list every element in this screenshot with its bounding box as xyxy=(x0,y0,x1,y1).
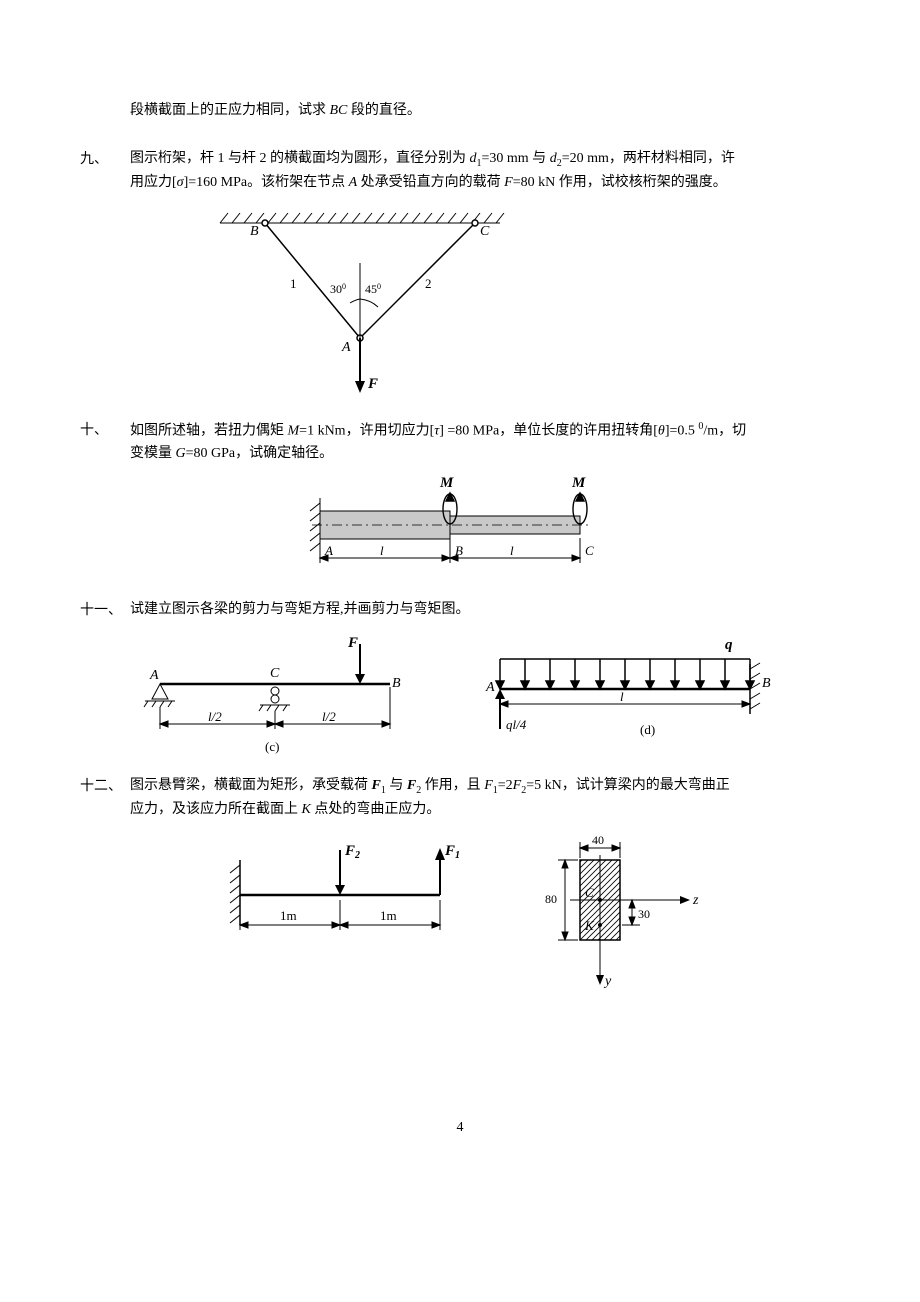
frag-text-a: 段横截面上的正应力相同，试求 xyxy=(130,103,330,118)
fig-12L-svg: F2 F1 1m 1m xyxy=(210,830,470,970)
fig10-B: B xyxy=(455,543,463,558)
fig12-F2: F2 xyxy=(344,843,360,861)
fig12-C: C xyxy=(585,885,594,900)
fig12-k30: 30 xyxy=(638,907,650,921)
fig11d-B: B xyxy=(762,676,771,691)
fig11d-ql4: ql/4 xyxy=(506,717,527,732)
p10-G: G xyxy=(176,446,186,461)
fig10-l2: l xyxy=(510,543,514,558)
fig9-a1: 300 xyxy=(330,282,346,296)
fig11c-h1: l/2 xyxy=(208,709,222,724)
fig-9-wrap: B C 1 2 300 450 A F xyxy=(80,203,840,403)
fig12-z: z xyxy=(692,893,699,908)
fig11c-A: A xyxy=(149,668,159,683)
fig11d-A: A xyxy=(485,680,495,695)
problem-11-text: 试建立图示各梁的剪力与弯矩方程,并画剪力与弯矩图。 xyxy=(130,599,840,621)
fig10-l1: l xyxy=(380,543,384,558)
p12-F1b: F xyxy=(484,778,493,793)
fig-9-svg: B C 1 2 300 450 A F xyxy=(180,203,540,403)
fig12-F1: F1 xyxy=(444,843,460,861)
problem-10-num: 十、 xyxy=(80,419,130,439)
fig-10-svg: M M A B C l l xyxy=(280,473,640,583)
fig-12R-svg: z y C K 40 xyxy=(510,830,710,1000)
p12-F2b: F xyxy=(513,778,522,793)
fig11c-cap: (c) xyxy=(265,739,279,754)
fig-11-wrap: F A C B l/2 l/2 (c) xyxy=(80,629,840,759)
p10-M: M xyxy=(288,423,300,438)
problem-12-num: 十二、 xyxy=(80,775,130,795)
problem-9: 九、 图示桁架，杆 1 与杆 2 的横截面均为圆形，直径分别为 d1=30 mm… xyxy=(80,148,840,194)
p9-t2a: 用应力[ xyxy=(130,175,177,190)
p10-d: ]=0.5 xyxy=(665,423,699,438)
p9-d1e: =30 mm 与 xyxy=(482,151,550,166)
p12-line2: 应力，及该应力所在截面上 K 点处的弯曲正应力。 xyxy=(130,802,440,817)
p9-d1: d xyxy=(470,151,477,166)
problem-11-num: 十一、 xyxy=(80,599,130,619)
problem-9-num: 九、 xyxy=(80,148,130,168)
p9-t2c: 处承受铅直方向的载荷 xyxy=(357,175,504,190)
p10-2b: =80 GPa，试确定轴径。 xyxy=(186,446,334,461)
fig12-m1: 1m xyxy=(280,908,297,923)
p9-d2: d xyxy=(550,151,557,166)
fig-11d-svg: q A B ql/4 l (d) xyxy=(470,629,790,759)
fig9-A: A xyxy=(341,340,351,355)
fragment-line: 段横截面上的正应力相同，试求 BC 段的直径。 xyxy=(80,100,840,122)
fig10-M2: M xyxy=(571,475,586,491)
fig12-m2: 1m xyxy=(380,908,397,923)
p9-F: F xyxy=(504,175,513,190)
p12-eq: =2 xyxy=(498,778,513,793)
p10-th: θ xyxy=(658,423,665,438)
fig9-F: F xyxy=(367,376,378,392)
page-number: 4 xyxy=(80,1120,840,1136)
fig9-C: C xyxy=(480,224,490,239)
frag-text-b: 段的直径。 xyxy=(347,103,421,118)
fig9-1: 1 xyxy=(290,276,297,291)
fig11c-B: B xyxy=(392,676,401,691)
fig9-a2: 450 xyxy=(365,282,381,296)
p9-d2e: =20 mm，两杆材料相同，许 xyxy=(562,151,735,166)
p12-F1: F xyxy=(372,778,381,793)
p12-F2: F xyxy=(407,778,416,793)
problem-11: 十一、 试建立图示各梁的剪力与弯矩方程,并画剪力与弯矩图。 xyxy=(80,599,840,621)
p12-eq2: =5 kN，试计算梁内的最大弯曲正 xyxy=(526,778,730,793)
fig11c-C: C xyxy=(270,666,280,681)
fig9-B: B xyxy=(250,224,259,239)
fig11d-l: l xyxy=(620,689,624,704)
problem-12: 十二、 图示悬臂梁，横截面为矩形，承受载荷 F1 与 F2 作用，且 F1=2F… xyxy=(80,775,840,821)
p9-t1: 图示桁架，杆 1 与杆 2 的横截面均为圆形，直径分别为 xyxy=(130,151,470,166)
fig-10-wrap: M M A B C l l xyxy=(80,473,840,583)
problem-10: 十、 如图所述轴，若扭力偶矩 M=1 kNm，许用切应力[τ] =80 MPa，… xyxy=(80,419,840,465)
fig11c-h2: l/2 xyxy=(322,709,336,724)
fig12-w: 40 xyxy=(592,833,604,847)
fig10-A: A xyxy=(324,543,333,558)
p10-e: /m，切 xyxy=(703,423,746,438)
fig11d-cap: (d) xyxy=(640,722,655,737)
fig9-2: 2 xyxy=(425,276,432,291)
p9-sig: σ xyxy=(177,175,184,190)
p9-t2d: =80 kN 作用，试校核桁架的强度。 xyxy=(513,175,727,190)
p12-c: 作用，且 xyxy=(421,778,484,793)
fig10-C: C xyxy=(585,543,594,558)
p9-A: A xyxy=(349,175,358,190)
p10-2a: 变模量 xyxy=(130,446,176,461)
fig10-M1: M xyxy=(439,475,454,491)
fig11d-q: q xyxy=(725,637,733,653)
p12-b: 与 xyxy=(386,778,407,793)
fig12-h: 80 xyxy=(545,892,557,906)
p10-b: =1 kNm，许用切应力[ xyxy=(299,423,434,438)
p10-c: ] =80 MPa，单位长度的许用扭转角[ xyxy=(439,423,658,438)
frag-bc: BC xyxy=(330,103,348,118)
fig-12-wrap: F2 F1 1m 1m xyxy=(80,830,840,1000)
p10-a: 如图所述轴，若扭力偶矩 xyxy=(130,423,288,438)
p9-t2b: ]=160 MPa。该桁架在节点 xyxy=(184,175,349,190)
fig12-K: K xyxy=(584,918,595,933)
page: 段横截面上的正应力相同，试求 BC 段的直径。 九、 图示桁架，杆 1 与杆 2… xyxy=(0,0,920,1196)
fig11c-F: F xyxy=(347,635,358,651)
fig-11c-svg: F A C B l/2 l/2 (c) xyxy=(130,629,430,759)
p12-a: 图示悬臂梁，横截面为矩形，承受载荷 xyxy=(130,778,372,793)
fig12-y: y xyxy=(603,974,612,989)
